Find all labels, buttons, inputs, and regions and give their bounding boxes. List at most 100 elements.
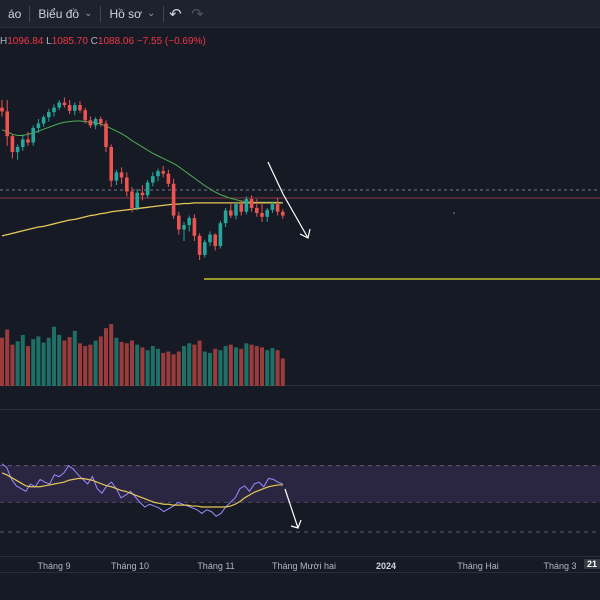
- volume-bar: [228, 344, 233, 386]
- chart-type-label: Biểu đồ: [38, 6, 80, 21]
- candle-body: [197, 235, 202, 255]
- volume-bar: [88, 344, 93, 386]
- volume-bar: [260, 347, 264, 386]
- candle-body: [5, 111, 9, 137]
- candle-body: [47, 112, 51, 118]
- volume-bar: [166, 351, 171, 386]
- volume-bar: [26, 346, 30, 386]
- x-tick: Tháng 10: [110, 561, 150, 571]
- volume-bar: [78, 343, 82, 386]
- volume-bar: [161, 352, 166, 386]
- candle-body: [15, 146, 20, 153]
- x-tick: 2024: [375, 561, 397, 571]
- rsi-arrow-line: [284, 488, 299, 529]
- candle-body: [265, 209, 269, 217]
- candle-body: [125, 177, 129, 192]
- redo-icon[interactable]: ↷: [191, 5, 204, 23]
- volume-bar: [104, 328, 108, 386]
- volume-bar: [57, 335, 62, 386]
- top-toolbar: áo Biểu đồ ⌄ Hồ sơ ⌄ ↶ ↷: [0, 0, 600, 28]
- x-tick: Tháng 11: [197, 561, 235, 571]
- volume-bar: [218, 350, 223, 386]
- candle-body: [270, 204, 275, 210]
- candle-body: [57, 102, 61, 108]
- volume-bar: [119, 341, 124, 386]
- candle-body: [171, 183, 176, 216]
- volume-bar: [46, 337, 51, 386]
- volume-bar: [223, 346, 228, 386]
- volume-bar: [150, 346, 155, 386]
- x-tick: Tháng 9: [37, 561, 71, 571]
- candle-body: [67, 105, 72, 111]
- volume-bar: [109, 324, 114, 386]
- x-tick-current: 21: [584, 559, 600, 569]
- candle-body: [119, 172, 124, 178]
- candle-body: [62, 102, 67, 106]
- volume-bar: [15, 341, 20, 386]
- rsi-ma-line: [1, 472, 283, 508]
- candle-body: [36, 123, 41, 128]
- volume-bar: [72, 330, 77, 386]
- candle-body: [130, 191, 134, 208]
- volume-bar: [10, 344, 15, 386]
- volume-bar: [156, 348, 160, 386]
- volume-bar: [208, 352, 212, 386]
- candle-body: [151, 176, 155, 183]
- undo-icon[interactable]: ↶: [169, 5, 182, 23]
- volume-bar: [140, 347, 145, 386]
- chart-type-menu-button[interactable]: Biểu đồ ⌄: [30, 0, 100, 27]
- candle-body: [41, 117, 46, 124]
- volume-bar: [5, 329, 10, 386]
- candle-body: [218, 223, 223, 247]
- chevron-down-icon: ⌄: [84, 8, 93, 19]
- profile-menu-button[interactable]: Hồ sơ ⌄: [101, 0, 163, 27]
- candle-body: [156, 171, 160, 177]
- candle-body: [249, 199, 254, 208]
- volume-bar: [114, 337, 119, 386]
- candle-body: [255, 207, 259, 214]
- ohlc-legend: H1096.84 L1085.70 C1088.06 −7.55 (−0.69%…: [0, 36, 206, 47]
- volume-bar: [234, 347, 238, 386]
- volume-bar: [20, 335, 25, 386]
- volume-bar: [0, 337, 4, 386]
- volume-bar: [244, 343, 249, 386]
- legend-h-value: 1096.84: [7, 36, 44, 47]
- candle-body: [192, 218, 197, 236]
- candle-body: [244, 199, 249, 212]
- arrow-head-icon: [290, 519, 302, 529]
- candle-body: [229, 210, 233, 216]
- candle-body: [26, 139, 30, 143]
- toolbar-cut-off-item[interactable]: áo: [0, 0, 29, 27]
- legend-h-label: H: [0, 36, 8, 47]
- volume-bar: [41, 342, 46, 386]
- volume-bar: [93, 340, 98, 386]
- toolbar-separator: [29, 5, 31, 22]
- x-tick: Tháng 3: [543, 561, 577, 571]
- candle-body: [145, 182, 150, 196]
- candle-body: [234, 204, 238, 216]
- candle-body: [182, 225, 186, 230]
- candle-body: [161, 171, 165, 174]
- volume-bar: [270, 348, 275, 386]
- volume-bar: [265, 350, 270, 386]
- candle-body: [213, 234, 217, 247]
- candle-body: [275, 204, 280, 212]
- candle-body: [177, 215, 181, 230]
- volume-bar: [124, 343, 129, 386]
- candle-body: [166, 173, 171, 184]
- candle-body: [73, 105, 77, 111]
- candle-body: [88, 120, 93, 126]
- volume-bar: [182, 346, 186, 386]
- candle-body: [203, 242, 207, 255]
- rsi-band: [0, 465, 600, 503]
- time-axis[interactable]: Tháng 9 Tháng 10 Tháng 11 Tháng Mười hai…: [0, 556, 600, 572]
- volume-bar: [130, 340, 134, 386]
- x-tick: Tháng Hai: [457, 561, 499, 571]
- volume-bar: [192, 344, 197, 386]
- price-chart[interactable]: [0, 28, 600, 556]
- legend-l-value: 1085.70: [51, 36, 88, 47]
- toolbar-separator: [163, 5, 165, 22]
- trend-arrow-line: [267, 161, 309, 239]
- volume-bar: [36, 336, 41, 386]
- candle-body: [0, 107, 4, 112]
